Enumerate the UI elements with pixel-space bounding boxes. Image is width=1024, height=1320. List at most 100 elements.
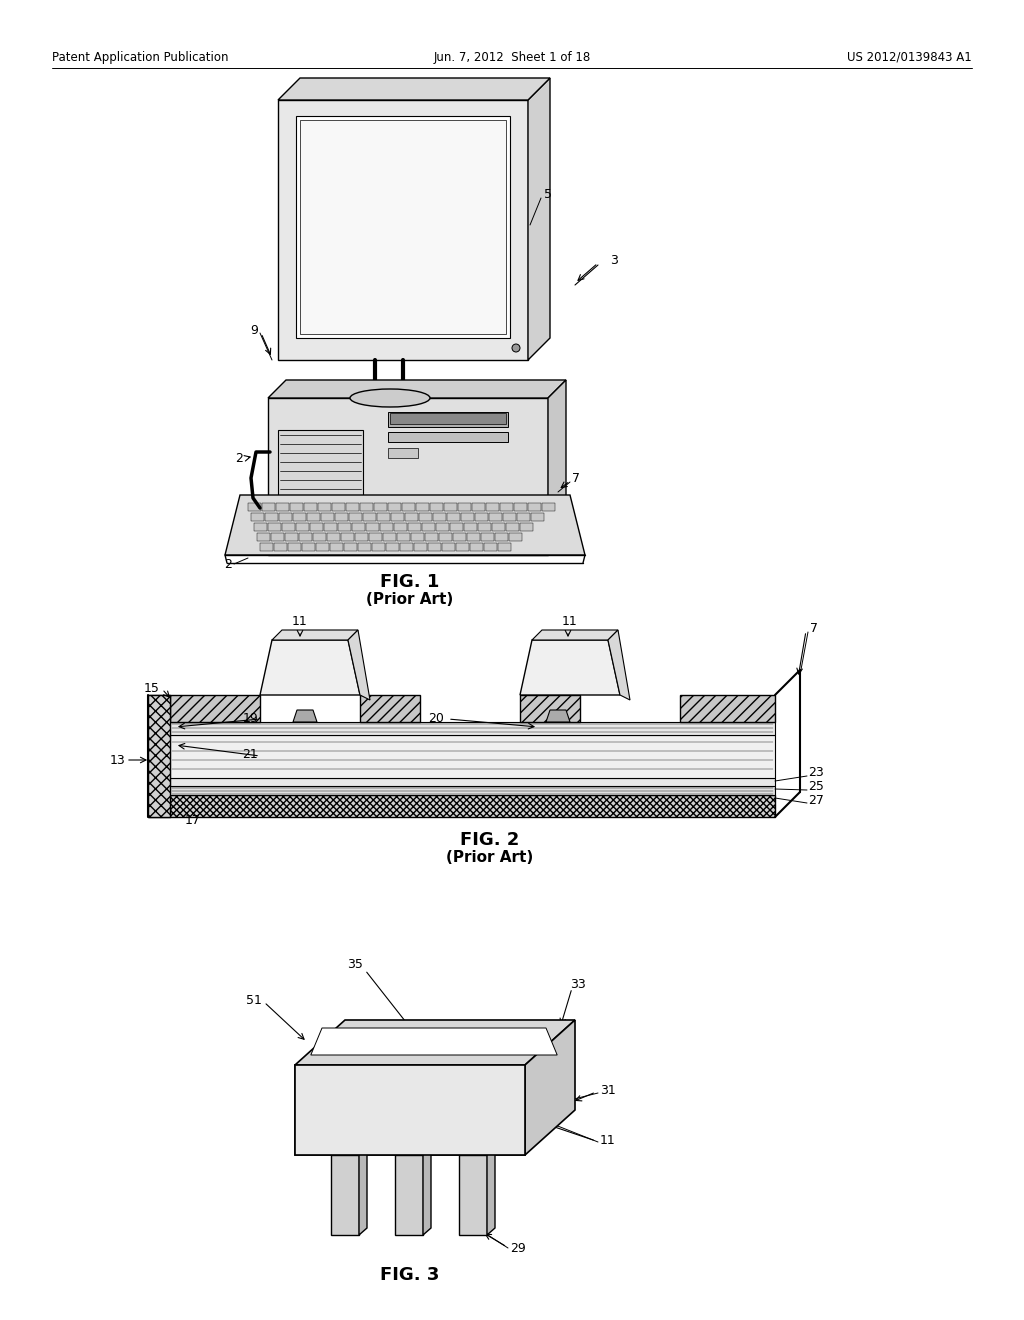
Bar bbox=[397, 533, 410, 541]
Text: FIG. 1: FIG. 1 bbox=[380, 573, 439, 591]
Bar bbox=[489, 513, 502, 521]
Bar bbox=[394, 523, 407, 531]
Polygon shape bbox=[170, 795, 775, 817]
Bar bbox=[450, 523, 463, 531]
Bar bbox=[302, 543, 315, 550]
Bar bbox=[422, 523, 435, 531]
Bar bbox=[439, 533, 452, 541]
Bar bbox=[251, 513, 264, 521]
Bar bbox=[428, 543, 441, 550]
Text: 15: 15 bbox=[144, 681, 160, 694]
Text: (Prior Art): (Prior Art) bbox=[367, 593, 454, 607]
Bar bbox=[447, 513, 460, 521]
Bar bbox=[338, 523, 351, 531]
Bar bbox=[274, 543, 287, 550]
Text: 7: 7 bbox=[810, 622, 818, 635]
Polygon shape bbox=[170, 777, 775, 785]
Bar bbox=[481, 533, 494, 541]
Bar bbox=[388, 447, 418, 458]
Bar bbox=[372, 543, 385, 550]
Bar bbox=[383, 533, 396, 541]
Bar bbox=[386, 543, 399, 550]
Bar bbox=[327, 533, 340, 541]
Polygon shape bbox=[295, 1065, 525, 1155]
Text: 2: 2 bbox=[236, 451, 243, 465]
Bar bbox=[344, 543, 357, 550]
Text: 51: 51 bbox=[246, 994, 262, 1006]
Polygon shape bbox=[520, 696, 580, 722]
Bar bbox=[391, 513, 404, 521]
Bar bbox=[542, 503, 555, 511]
Bar bbox=[495, 533, 508, 541]
Text: 7: 7 bbox=[572, 471, 580, 484]
Polygon shape bbox=[170, 735, 775, 777]
Bar bbox=[366, 523, 379, 531]
Text: 20: 20 bbox=[428, 711, 443, 725]
Polygon shape bbox=[520, 640, 620, 696]
Polygon shape bbox=[293, 710, 317, 722]
Bar bbox=[279, 513, 292, 521]
Bar bbox=[296, 523, 309, 531]
Text: 13: 13 bbox=[110, 754, 125, 767]
Text: 11: 11 bbox=[600, 1134, 615, 1147]
Bar bbox=[453, 533, 466, 541]
Polygon shape bbox=[548, 380, 566, 554]
Bar bbox=[425, 533, 438, 541]
Bar bbox=[335, 513, 348, 521]
Bar bbox=[388, 503, 401, 511]
Bar bbox=[262, 503, 275, 511]
Text: FIG. 2: FIG. 2 bbox=[461, 832, 520, 849]
Polygon shape bbox=[546, 710, 570, 722]
Bar bbox=[503, 513, 516, 521]
Text: 9: 9 bbox=[250, 323, 258, 337]
Text: 2: 2 bbox=[224, 558, 232, 572]
Text: 19: 19 bbox=[243, 711, 258, 725]
Bar bbox=[406, 513, 418, 521]
Polygon shape bbox=[278, 78, 550, 100]
Bar bbox=[380, 523, 393, 531]
Polygon shape bbox=[395, 1155, 423, 1236]
Polygon shape bbox=[525, 1020, 575, 1155]
Text: 17: 17 bbox=[185, 813, 201, 826]
Bar bbox=[278, 430, 362, 525]
Bar bbox=[318, 503, 331, 511]
Text: 11: 11 bbox=[562, 615, 578, 628]
Bar bbox=[285, 533, 298, 541]
Bar bbox=[472, 503, 485, 511]
Bar bbox=[531, 513, 544, 521]
Text: FIG. 3: FIG. 3 bbox=[380, 1266, 439, 1284]
Polygon shape bbox=[170, 785, 775, 795]
Polygon shape bbox=[225, 495, 585, 554]
Polygon shape bbox=[272, 630, 358, 640]
Text: 3: 3 bbox=[610, 253, 617, 267]
Text: 11: 11 bbox=[292, 615, 308, 628]
Polygon shape bbox=[359, 1148, 367, 1236]
Bar bbox=[430, 503, 443, 511]
Polygon shape bbox=[296, 116, 510, 338]
Bar bbox=[360, 503, 373, 511]
Polygon shape bbox=[528, 78, 550, 360]
Bar bbox=[299, 533, 312, 541]
Bar bbox=[492, 523, 505, 531]
Bar bbox=[486, 503, 499, 511]
Bar bbox=[271, 533, 284, 541]
Bar bbox=[260, 543, 273, 550]
Polygon shape bbox=[360, 696, 420, 722]
Bar bbox=[257, 533, 270, 541]
Polygon shape bbox=[608, 630, 630, 700]
Bar bbox=[470, 543, 483, 550]
Bar bbox=[514, 503, 527, 511]
Bar bbox=[349, 513, 362, 521]
Polygon shape bbox=[331, 1155, 359, 1236]
Text: Jun. 7, 2012  Sheet 1 of 18: Jun. 7, 2012 Sheet 1 of 18 bbox=[433, 50, 591, 63]
Polygon shape bbox=[423, 1148, 431, 1236]
Polygon shape bbox=[170, 696, 260, 722]
Bar bbox=[419, 513, 432, 521]
Bar bbox=[358, 543, 371, 550]
Polygon shape bbox=[487, 1148, 495, 1236]
Bar bbox=[500, 503, 513, 511]
Polygon shape bbox=[459, 1148, 495, 1155]
Bar bbox=[310, 523, 323, 531]
Bar bbox=[341, 533, 354, 541]
Bar bbox=[300, 120, 506, 334]
